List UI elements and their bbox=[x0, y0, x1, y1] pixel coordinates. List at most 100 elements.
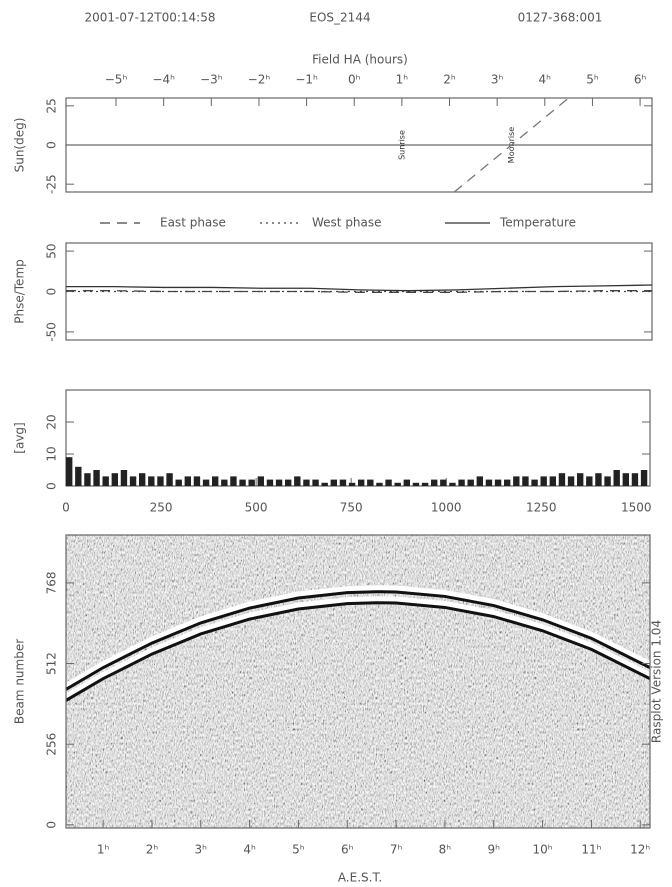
bar bbox=[239, 479, 246, 486]
y-tick-label: 0 bbox=[45, 288, 59, 296]
x-tick-label: 11ʰ bbox=[581, 843, 601, 857]
plot-frame bbox=[65, 389, 651, 487]
bar bbox=[184, 476, 192, 486]
bar bbox=[595, 473, 602, 486]
bar bbox=[476, 476, 484, 486]
bar bbox=[193, 476, 201, 486]
x-tick-label: −5ʰ bbox=[105, 73, 128, 87]
bar bbox=[248, 479, 255, 486]
x-tick-label: 1500 bbox=[621, 501, 652, 515]
y-axis-label: [avg] bbox=[13, 422, 27, 453]
x-tick-label: 0ʰ bbox=[348, 73, 361, 87]
bar bbox=[622, 473, 630, 486]
timestamp: 2001-07-12T00:14:58 bbox=[85, 11, 216, 25]
bar bbox=[93, 470, 100, 486]
line bbox=[453, 97, 570, 193]
y-tick-label: 0 bbox=[45, 141, 59, 149]
bar bbox=[494, 479, 502, 486]
bar bbox=[139, 473, 146, 486]
line bbox=[66, 290, 652, 293]
bar bbox=[312, 479, 319, 486]
bar bbox=[586, 476, 593, 486]
x-tick-label: 4ʰ bbox=[243, 843, 256, 857]
bar bbox=[230, 476, 237, 486]
x-tick-label: 12ʰ bbox=[630, 843, 650, 857]
bar bbox=[522, 476, 529, 486]
x-axis-label: A.E.S.T. bbox=[338, 871, 382, 885]
x-tick-label: −2ʰ bbox=[248, 73, 271, 87]
x-tick-label: −4ʰ bbox=[152, 73, 175, 87]
y-tick-label: 512 bbox=[45, 652, 59, 675]
bar bbox=[613, 470, 620, 486]
bar bbox=[120, 470, 128, 486]
bar bbox=[403, 479, 411, 486]
bar bbox=[358, 479, 365, 486]
arc-highlight bbox=[66, 585, 650, 688]
y-tick-label: 20 bbox=[45, 414, 59, 429]
y-axis-label: Phse/Temp bbox=[13, 259, 27, 324]
bar bbox=[558, 473, 566, 486]
bar bbox=[321, 482, 328, 486]
bar bbox=[275, 479, 283, 486]
bar bbox=[84, 473, 91, 486]
bar bbox=[294, 476, 301, 486]
bar bbox=[431, 479, 438, 486]
line bbox=[66, 590, 650, 691]
bar bbox=[385, 479, 392, 486]
x-tick-label: 4ʰ bbox=[539, 73, 552, 87]
bar bbox=[102, 476, 109, 486]
bar bbox=[285, 479, 292, 486]
bar bbox=[303, 479, 310, 486]
bar bbox=[577, 473, 584, 486]
x-tick-label: 3ʰ bbox=[491, 73, 504, 87]
x-tick-label: 1ʰ bbox=[396, 73, 409, 87]
x-tick-label: 750 bbox=[340, 501, 363, 515]
scan-id: 0127-368:001 bbox=[518, 11, 603, 25]
y-axis-label: Sun(deg) bbox=[13, 118, 27, 173]
x-tick-label: 1250 bbox=[526, 501, 557, 515]
x-tick-label: −3ʰ bbox=[200, 73, 223, 87]
bar bbox=[421, 482, 429, 486]
y-tick-label: 0 bbox=[45, 482, 59, 490]
raster-noise bbox=[66, 535, 650, 828]
bar bbox=[367, 479, 374, 486]
x-axis-label: Field HA (hours) bbox=[312, 53, 408, 67]
x-tick-label: 2ʰ bbox=[146, 843, 159, 857]
x-tick-label: 1ʰ bbox=[97, 843, 110, 857]
bar bbox=[330, 479, 338, 486]
bar bbox=[266, 479, 274, 486]
x-tick-label: 2ʰ bbox=[443, 73, 456, 87]
bar bbox=[66, 457, 73, 486]
y-tick-label: 25 bbox=[45, 98, 59, 113]
y-tick-label: 768 bbox=[45, 571, 59, 594]
bar bbox=[485, 479, 493, 486]
bar bbox=[348, 482, 356, 486]
x-tick-label: 8ʰ bbox=[439, 843, 452, 857]
legend-label: Temperature bbox=[499, 216, 576, 230]
y-axis-label: Beam number bbox=[13, 639, 27, 724]
x-tick-label: 0 bbox=[62, 501, 70, 515]
bar bbox=[567, 476, 575, 486]
line bbox=[66, 601, 650, 702]
x-tick-label: 500 bbox=[245, 501, 268, 515]
x-tick-label: 250 bbox=[150, 501, 173, 515]
x-tick-label: 3ʰ bbox=[195, 843, 208, 857]
bar bbox=[540, 476, 547, 486]
arc-highlight bbox=[66, 596, 650, 699]
bar bbox=[458, 479, 465, 486]
bar bbox=[376, 482, 383, 486]
bar bbox=[531, 479, 538, 486]
bar bbox=[640, 470, 648, 486]
bar bbox=[412, 482, 420, 486]
bar bbox=[221, 479, 228, 486]
x-tick-label: 10ʰ bbox=[533, 843, 553, 857]
bar bbox=[75, 466, 82, 486]
y-tick-label: -50 bbox=[45, 322, 59, 342]
x-tick-label: 1000 bbox=[431, 501, 462, 515]
legend-label: West phase bbox=[312, 216, 382, 230]
x-tick-label: −1ʰ bbox=[295, 73, 318, 87]
bar bbox=[212, 476, 219, 486]
bar bbox=[148, 476, 155, 486]
y-tick-label: 50 bbox=[45, 243, 59, 258]
